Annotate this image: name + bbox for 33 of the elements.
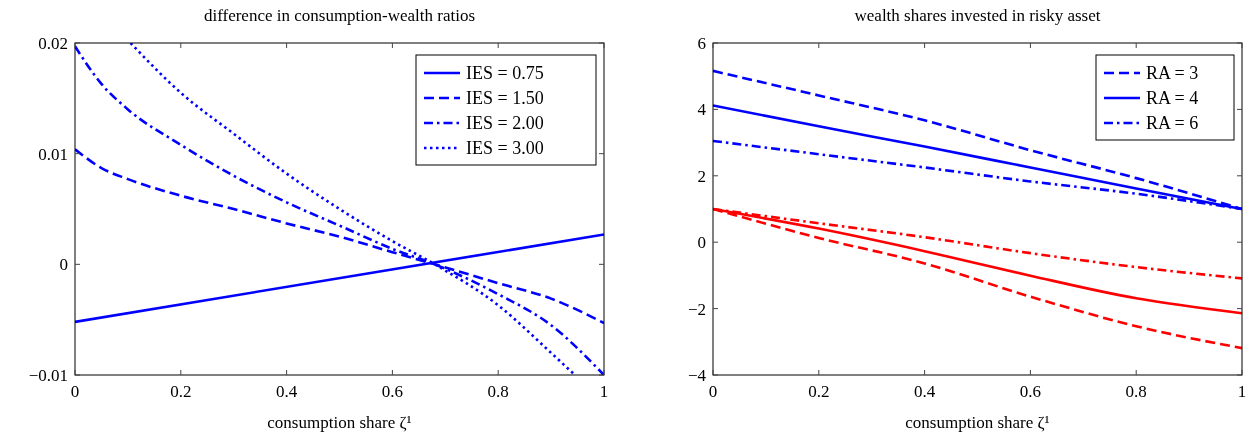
y-tick-label: 0.01 <box>38 144 68 164</box>
x-tick-label: 0.6 <box>1019 382 1042 401</box>
chart-title: difference in consumption-wealth ratios <box>203 6 476 25</box>
y-tick-label: −2 <box>687 299 706 319</box>
chart-title: wealth shares invested in risky asset <box>854 6 1101 25</box>
legend-label: IES = 0.75 <box>466 63 544 84</box>
legend-label: IES = 2.00 <box>466 113 544 134</box>
x-tick-label: 0.6 <box>381 382 404 401</box>
legend-label: RA = 3 <box>1146 63 1199 84</box>
y-tick-label: 0 <box>697 233 706 253</box>
y-tick-label: 2 <box>697 166 706 186</box>
x-tick-label: 1 <box>1237 382 1247 401</box>
legend-label: RA = 4 <box>1146 88 1199 109</box>
x-tick-label: 0.4 <box>913 382 936 401</box>
legend-label: RA = 6 <box>1146 113 1199 134</box>
x-tick-label: 0.8 <box>1125 382 1147 401</box>
y-tick-label: 0 <box>59 255 68 275</box>
y-tick-label: −0.01 <box>28 365 68 385</box>
y-tick-label: −4 <box>687 365 707 385</box>
y-tick-label: 0.02 <box>38 33 68 53</box>
x-axis-title: consumption share ζ¹ <box>267 413 412 432</box>
x-axis-title: consumption share ζ¹ <box>905 413 1050 432</box>
legend-label: IES = 1.50 <box>466 88 544 109</box>
x-tick-label: 0.2 <box>170 382 192 401</box>
x-tick-label: 1 <box>599 382 609 401</box>
x-tick-label: 0 <box>70 382 80 401</box>
legend-label: IES = 3.00 <box>466 138 544 159</box>
x-tick-label: 0.2 <box>808 382 830 401</box>
y-tick-label: 4 <box>697 100 707 120</box>
x-tick-label: 0.4 <box>275 382 298 401</box>
x-tick-label: 0.8 <box>487 382 509 401</box>
line-series <box>75 45 604 375</box>
y-tick-label: 6 <box>697 33 706 53</box>
